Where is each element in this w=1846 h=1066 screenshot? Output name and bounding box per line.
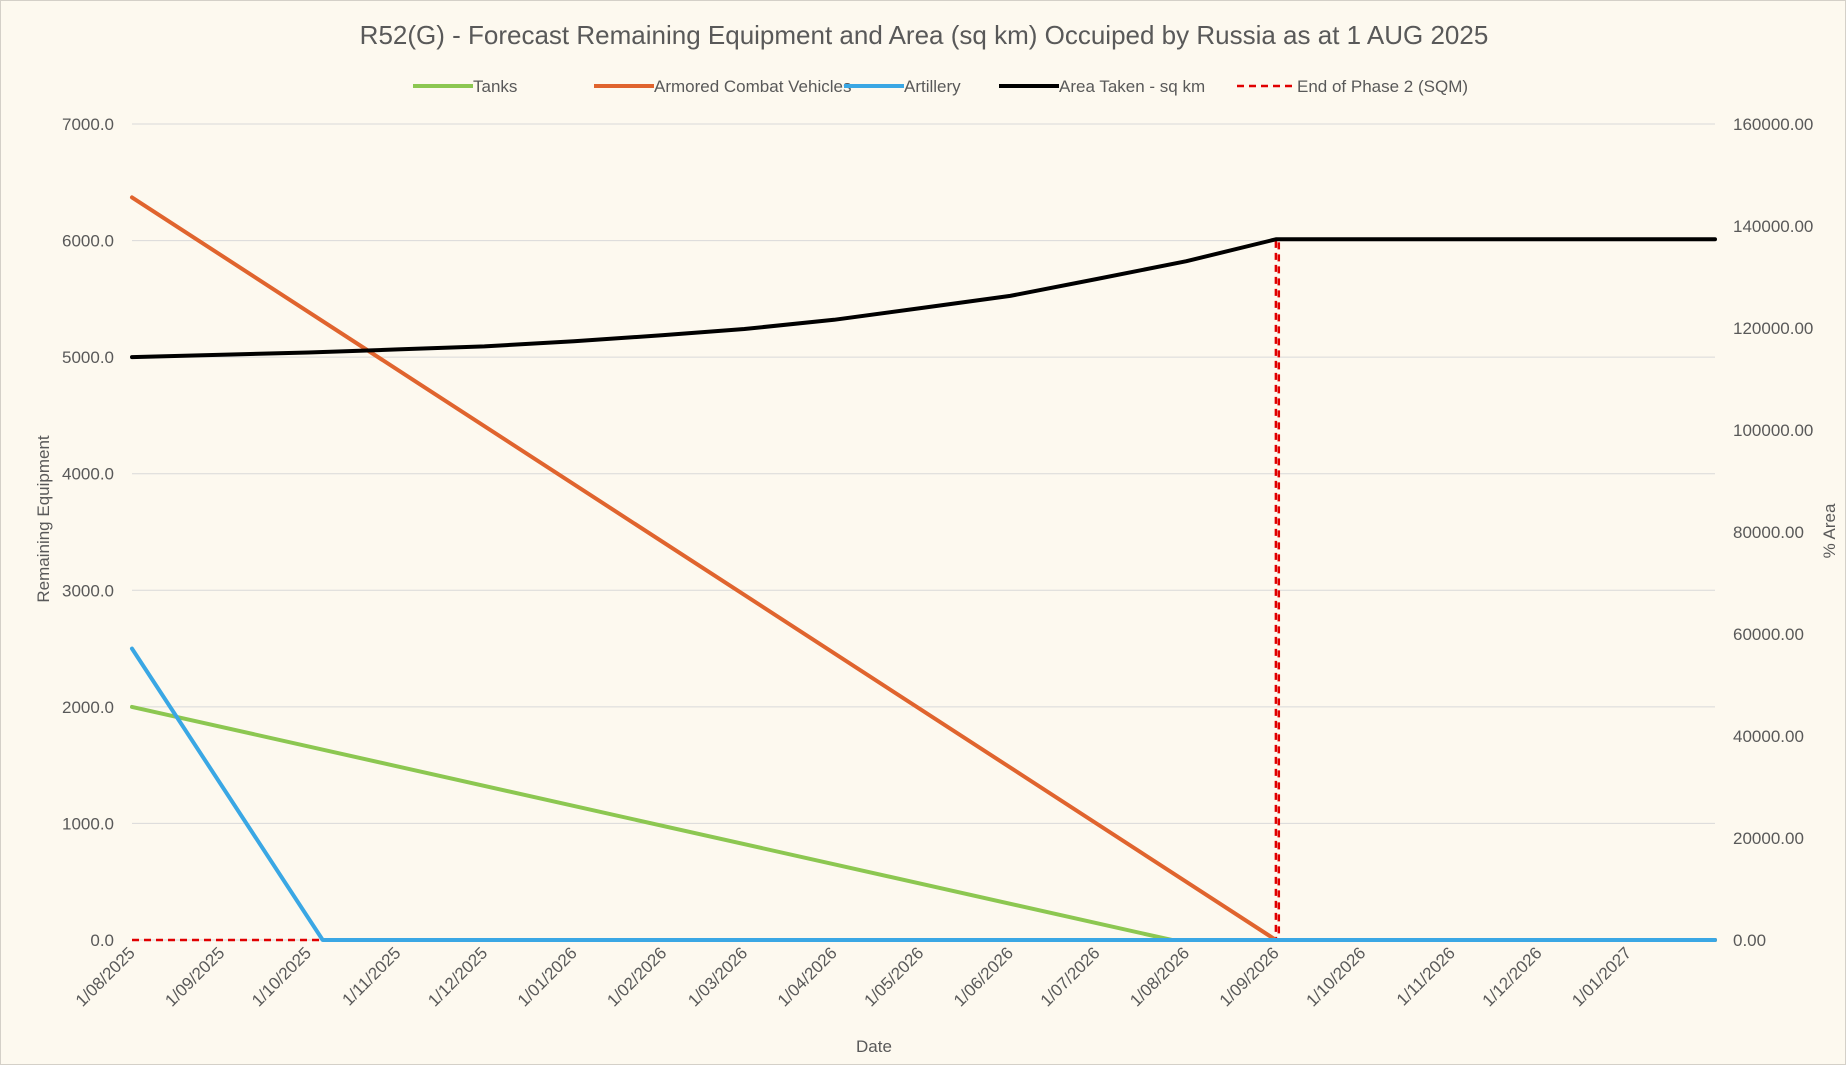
legend-label: Artillery: [904, 77, 961, 96]
series-line-area-taken-sq-km: [130, 237, 1717, 360]
x-tick-label: 1/10/2026: [1302, 943, 1369, 1010]
y-axis-tick-labels: 0.0 1000.0 2000.0 3000.0 4000.0 5000.0 6000.0 7…: [62, 115, 114, 950]
x-tick-label: 1/11/2026: [1393, 943, 1459, 1009]
y2-tick-label: 120000.00: [1733, 319, 1813, 338]
x-tick-label: 1/04/2026: [774, 943, 841, 1010]
y-tick-label: 4000.0: [62, 465, 114, 484]
x-tick-label: 1/07/2026: [1037, 943, 1104, 1010]
y2-tick-label: 140000.00: [1733, 217, 1813, 236]
y-tick-label: 7000.0: [62, 115, 114, 134]
legend: Tanks Armored Combat Vehicles Artillery Are…: [413, 77, 1468, 96]
legend-label: End of Phase 2 (SQM): [1297, 77, 1468, 96]
gridlines: [132, 123, 1715, 941]
x-tick-label: 1/01/2026: [514, 943, 581, 1010]
x-tick-label: 1/12/2026: [1479, 943, 1546, 1010]
y2-axis-title: % Area: [1820, 503, 1839, 558]
series-lines: [130, 195, 1717, 942]
x-tick-label: 1/06/2026: [950, 943, 1017, 1010]
x-tick-label: 1/11/2025: [339, 943, 405, 1009]
x-tick-label: 1/09/2025: [161, 943, 228, 1010]
x-tick-label: 1/05/2026: [861, 943, 928, 1010]
x-tick-label: 1/03/2026: [684, 943, 751, 1010]
y2-axis-tick-labels: 0.00 20000.00 40000.00 60000.00 80000.00 1000…: [1733, 115, 1813, 950]
y-tick-label: 6000.0: [62, 232, 114, 251]
y2-tick-label: 40000.00: [1733, 727, 1804, 746]
x-tick-label: 1/09/2026: [1216, 943, 1283, 1010]
legend-label: Armored Combat Vehicles: [654, 77, 851, 96]
y-tick-label: 1000.0: [62, 814, 114, 833]
y2-tick-label: 0.00: [1733, 931, 1766, 950]
y-tick-label: 3000.0: [62, 581, 114, 600]
x-axis-tick-labels: 1/08/2025 1/09/2025 1/10/2025 1/11/2025 1/12…: [72, 943, 1635, 1010]
y-tick-label: 5000.0: [62, 348, 114, 367]
series-line-artillery: [130, 646, 1717, 942]
x-tick-label: 1/08/2026: [1126, 943, 1193, 1010]
y-tick-label: 0.0: [90, 931, 114, 950]
x-tick-label: 1/08/2025: [72, 943, 139, 1010]
x-tick-label: 1/01/2027: [1568, 943, 1635, 1010]
chart-title: R52(G) - Forecast Remaining Equipment an…: [360, 20, 1489, 50]
x-tick-label: 1/12/2025: [424, 943, 491, 1010]
y2-tick-label: 60000.00: [1733, 625, 1804, 644]
y2-tick-label: 100000.00: [1733, 421, 1813, 440]
y2-tick-label: 160000.00: [1733, 115, 1813, 134]
legend-label: Area Taken - sq km: [1059, 77, 1205, 96]
x-tick-label: 1/02/2026: [603, 943, 670, 1010]
x-axis-title: Date: [856, 1037, 892, 1056]
legend-label: Tanks: [473, 77, 517, 96]
y2-tick-label: 20000.00: [1733, 829, 1804, 848]
y-tick-label: 2000.0: [62, 698, 114, 717]
y2-tick-label: 80000.00: [1733, 523, 1804, 542]
x-tick-label: 1/10/2025: [248, 943, 315, 1010]
y-axis-title: Remaining Equipment: [34, 435, 53, 603]
